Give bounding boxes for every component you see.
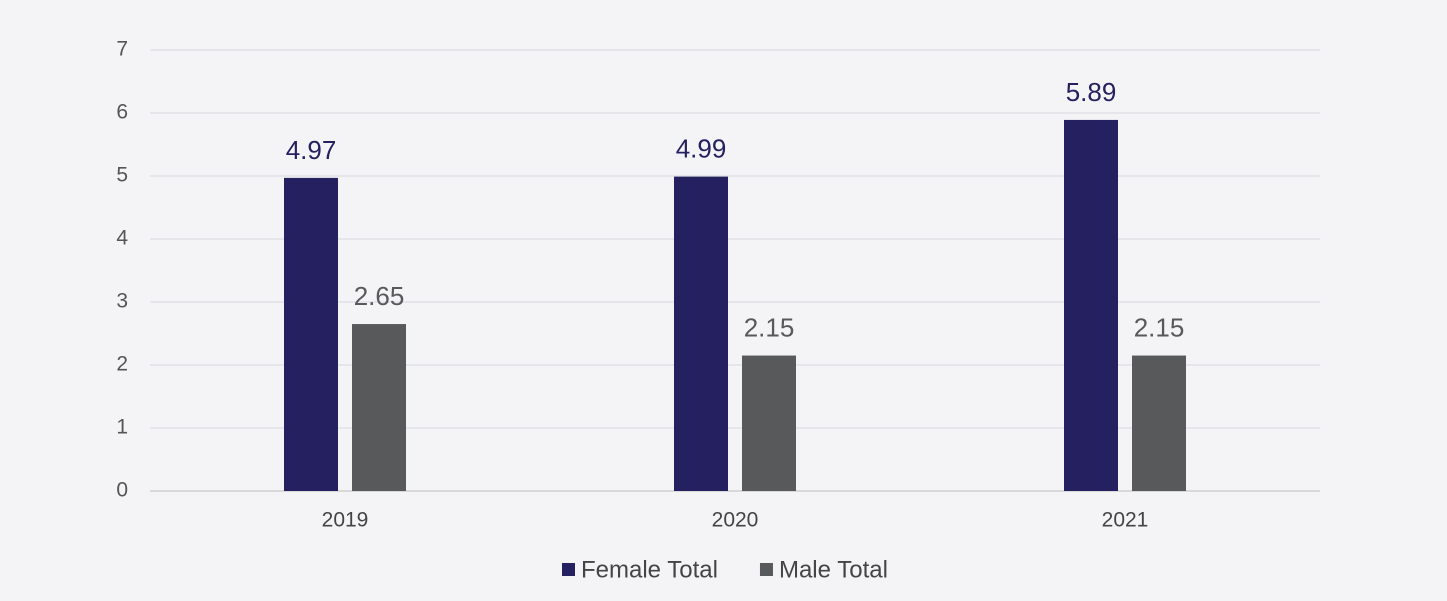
bar	[1132, 355, 1186, 491]
y-tick-label: 7	[116, 38, 128, 61]
legend-swatch	[562, 563, 575, 576]
data-label: 5.89	[1066, 77, 1117, 107]
y-tick-label: 5	[116, 164, 128, 187]
data-label: 4.99	[676, 134, 727, 164]
data-label: 2.15	[744, 312, 795, 342]
data-label: 4.97	[286, 135, 337, 165]
bar	[352, 324, 406, 491]
bar	[742, 355, 796, 491]
y-tick-label: 6	[116, 101, 128, 124]
bar	[674, 176, 728, 491]
x-tick-label: 2019	[322, 509, 369, 532]
y-tick-label: 1	[116, 416, 128, 439]
y-tick-label: 0	[116, 479, 128, 502]
legend-label: Female Total	[581, 556, 718, 583]
bar	[1064, 119, 1118, 492]
legend-label: Male Total	[779, 556, 888, 583]
x-tick-label: 2021	[1102, 509, 1149, 532]
data-label: 2.65	[354, 281, 405, 311]
y-tick-label: 2	[116, 353, 128, 376]
legend-swatch	[759, 563, 773, 576]
y-tick-label: 3	[116, 290, 128, 313]
bar	[284, 177, 338, 491]
data-label: 2.15	[1134, 312, 1185, 342]
x-tick-label: 2020	[712, 509, 759, 532]
y-tick-label: 4	[116, 227, 128, 250]
